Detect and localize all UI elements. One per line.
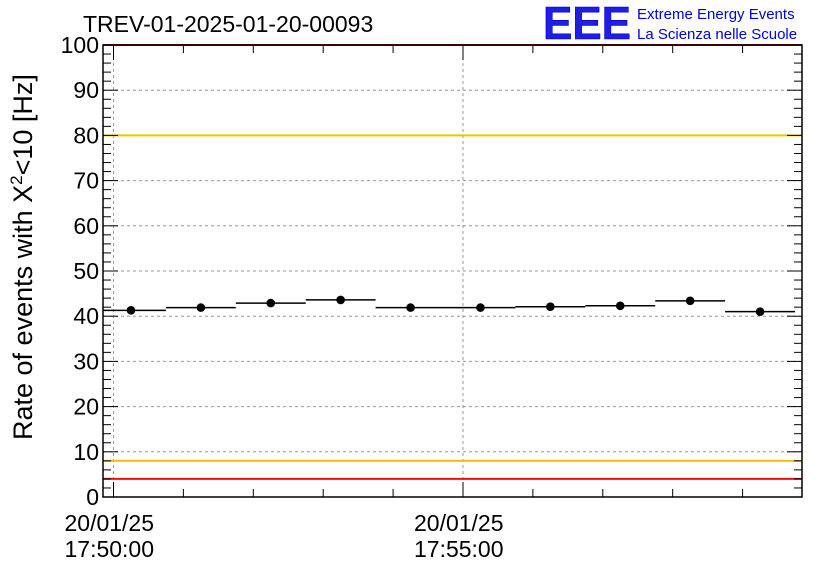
data-point-4 bbox=[406, 303, 415, 312]
data-point-1 bbox=[196, 303, 206, 312]
eee-logo-line1: Extreme Energy Events bbox=[637, 6, 795, 23]
y-tick-label-30: 30 bbox=[73, 348, 99, 374]
data-point-9 bbox=[755, 307, 765, 316]
data-point-2 bbox=[266, 298, 276, 308]
y-tick-label-50: 50 bbox=[73, 258, 99, 284]
y-tick-labels: 0 10 20 30 40 50 60 70 80 90 100 bbox=[61, 32, 99, 510]
data-point-3 bbox=[336, 295, 345, 305]
y-tick-label-0: 0 bbox=[86, 484, 99, 510]
y-tick-label-10: 10 bbox=[73, 439, 99, 465]
data-point-0 bbox=[126, 306, 136, 315]
data-point-5 bbox=[476, 303, 485, 312]
data-points bbox=[103, 295, 796, 316]
data-point-6 bbox=[546, 302, 555, 312]
y-tick-label-40: 40 bbox=[73, 303, 99, 329]
y-tick-label-60: 60 bbox=[73, 213, 99, 239]
y-tick-label-100: 100 bbox=[61, 32, 99, 58]
eee-logo: EEE Extreme Energy Events La Scienza nel… bbox=[543, 0, 797, 49]
x-tick-label-date: 20/01/25 bbox=[414, 510, 504, 536]
eee-logo-line2: La Scienza nelle Scuole bbox=[637, 26, 797, 43]
x-tick-label-time: 17:50:00 bbox=[64, 536, 154, 562]
eee-logo-mark: EEE bbox=[543, 0, 631, 49]
axes bbox=[102, 44, 803, 498]
chart-title: TREV-01-2025-01-20-00093 bbox=[83, 11, 373, 37]
y-axis-title: Rate of events with X2<10 [Hz] bbox=[7, 74, 38, 440]
y-tick-label-90: 90 bbox=[73, 77, 99, 103]
y-axis-title-suffix: <10 [Hz] bbox=[8, 74, 38, 175]
y-axis-title-superscript: 2 bbox=[7, 175, 26, 184]
y-axis-title-main: Rate of events with X bbox=[8, 185, 38, 440]
data-point-7 bbox=[615, 301, 625, 311]
data-point-8 bbox=[685, 296, 695, 306]
y-tick-label-20: 20 bbox=[73, 394, 99, 420]
x-tick-label-time: 17:55:00 bbox=[414, 536, 504, 562]
y-tick-label-70: 70 bbox=[73, 168, 99, 194]
y-tick-label-80: 80 bbox=[73, 122, 99, 148]
x-tick-label-date: 20/01/25 bbox=[64, 510, 154, 536]
